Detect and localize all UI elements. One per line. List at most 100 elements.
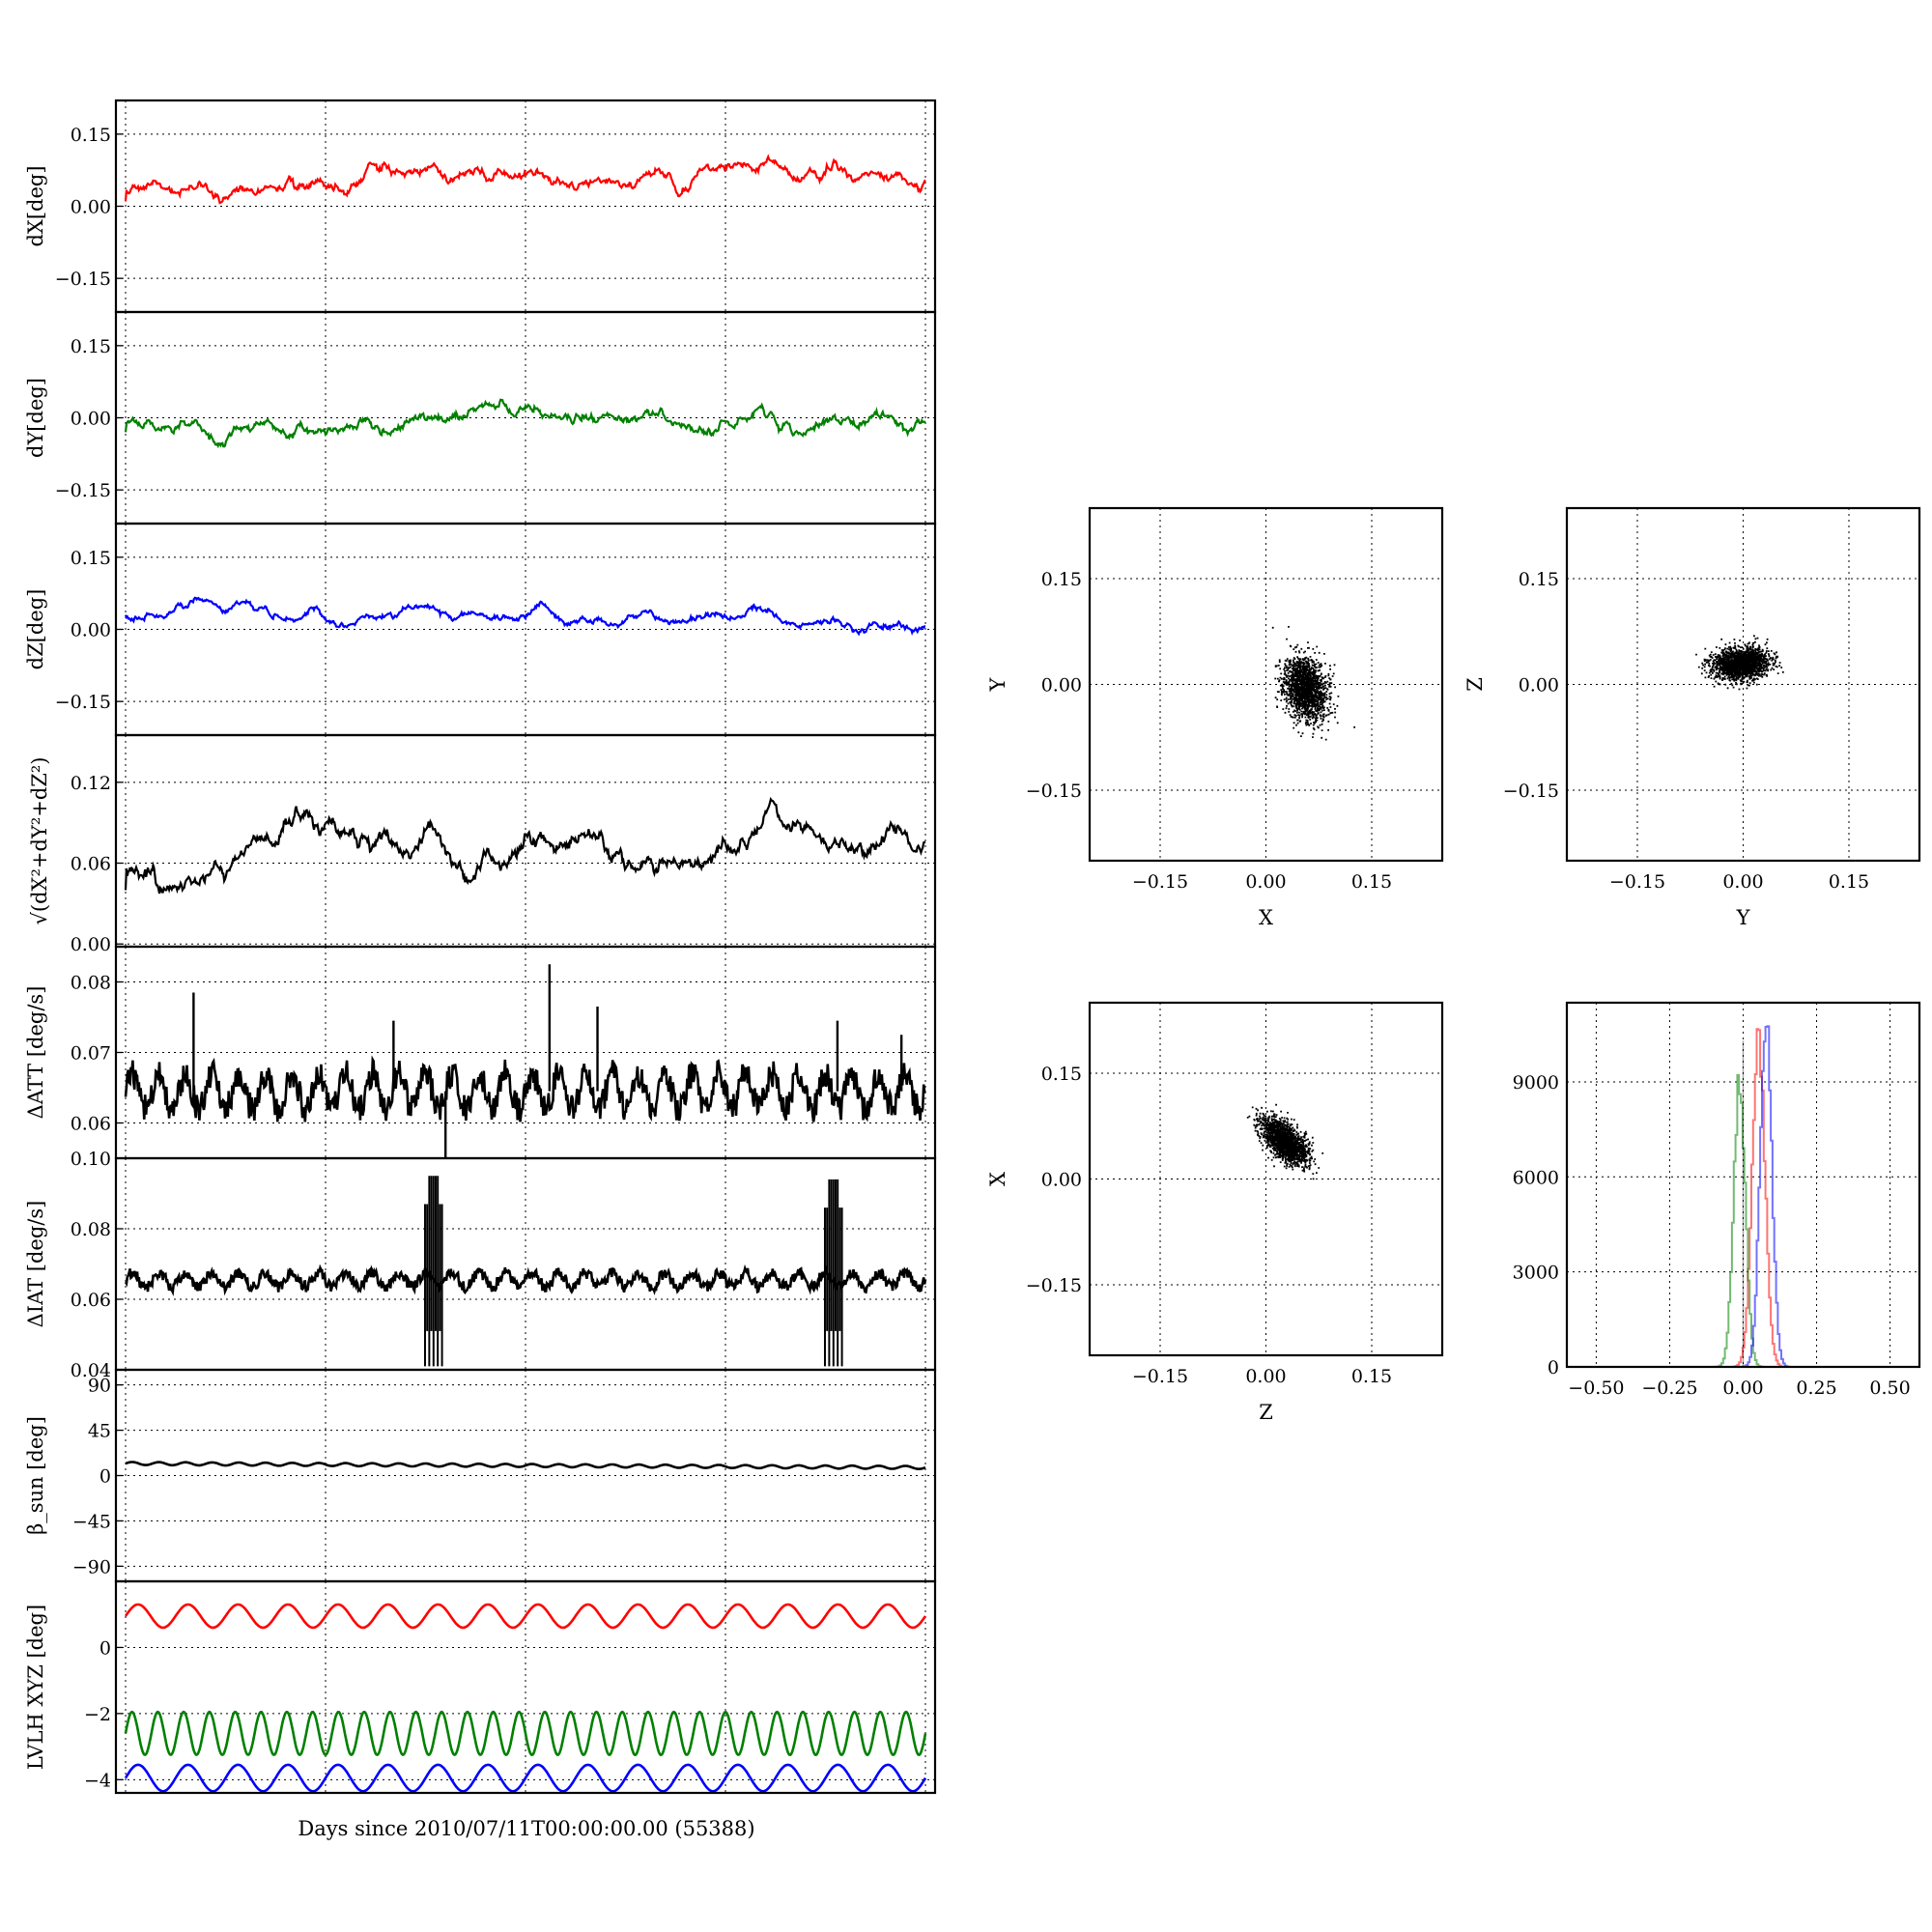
x-tick-label: 0.00 [1245,871,1286,893]
x-tick-label: 0.15 [1829,871,1869,893]
scatter-panel-1: −0.15 0.15 0.00 0.00 0.15 −0.15 X Y [986,506,1444,929]
y-tick-label: −45 [72,1511,111,1532]
y-tick-label: 0.15 [71,125,111,146]
y-axis-label: dX[deg] [24,165,47,246]
scatter-points [1271,626,1355,741]
y-axis-label: dY[deg] [24,378,47,458]
y-tick-label: 0.00 [71,934,111,955]
x-tick-label: 0.15 [1351,1366,1392,1387]
panel-frame [114,1579,937,1795]
y-tick-label: 0.15 [1041,1064,1082,1085]
y-axis-label: β_sun [deg] [24,1416,47,1535]
timeseries-panel-3: 0.15 0.00 −0.15 dZ[deg] [24,522,937,737]
timeseries-panel-4: 0.12 0.06 0.00 √(dX²+dY²+dZ²) [28,733,937,955]
x-axis-label: Y [1736,906,1751,929]
y-tick-label: 0.08 [71,973,111,994]
x-axis-label: X [1259,906,1273,929]
y-tick-label: −0.15 [1026,1275,1082,1296]
timeseries-panel-5: 0.08 0.07 0.06 ΔATT [deg/s] [24,945,937,1160]
x-tick-label: −0.15 [1132,871,1188,893]
y-tick-label: 0.15 [1041,569,1082,590]
panel-frame [1088,506,1444,863]
y-tick-label: 0.15 [71,336,111,357]
series-line [124,154,926,205]
y-tick-label: −0.15 [55,692,111,713]
y-axis-label: LVLH XYZ [deg] [24,1605,47,1770]
timeseries-panel-6: 0.10 0.08 0.06 0.04 ΔIAT [deg/s] [24,1149,937,1381]
panel-frame [1088,1001,1444,1357]
series-line [124,1763,927,1793]
y-tick-label: 0.15 [71,548,111,569]
series-line [124,596,926,637]
plots-layer: 0.15 0.00 −0.15 dX[deg] 0.15 0.00 −0.15 dY[deg]… [24,99,1921,1795]
panel-frame [1565,506,1921,863]
x-axis-label: Z [1259,1401,1273,1424]
y-tick-label: 0.00 [1519,675,1559,696]
x-tick-label: 0.00 [1722,1378,1763,1399]
y-tick-label: −0.15 [55,480,111,501]
timeseries-panel-8: 0 −2 −4 LVLH XYZ [deg] [24,1579,937,1795]
y-tick-label: 0.06 [71,1290,111,1311]
x-tick-label: 0.50 [1869,1378,1910,1399]
x-tick-label: −0.25 [1641,1378,1697,1399]
y-tick-label: 0.00 [71,620,111,641]
y-tick-label: 0.00 [1041,1170,1082,1191]
time-axis-label: Days since 2010/07/11T00:00:00.00 (55388… [298,1817,754,1840]
scatter-panel-2: −0.15 0.15 0.00 0.00 0.15 −0.15 Y Z [1463,506,1921,929]
x-tick-label: 0.00 [1245,1366,1286,1387]
series-line [124,1055,926,1122]
y-axis-label: dZ[deg] [24,589,47,670]
y-tick-label: 0.07 [71,1043,111,1065]
y-tick-label: −0.15 [1026,781,1082,802]
y-axis-label: Y [986,676,1009,692]
y-tick-label: 90 [88,1376,111,1397]
y-axis-label: Z [1463,677,1487,692]
y-tick-label: 0.00 [71,409,111,430]
y-tick-label: 45 [88,1421,111,1442]
y-tick-label: 0.12 [71,773,111,794]
scatter-panel-3: −0.15 0.15 0.00 0.00 0.15 −0.15 Z X [986,1001,1444,1424]
series-line [124,398,926,449]
y-tick-label: 0.00 [71,197,111,218]
series-line [125,1461,926,1470]
y-tick-label: 0 [99,1637,111,1659]
timeseries-panel-7: 90 45 0 −45 −90 β_sun [deg] [24,1368,937,1583]
x-tick-label: −0.50 [1568,1378,1624,1399]
y-tick-label: −2 [84,1704,111,1725]
y-tick-label: 0 [1548,1357,1559,1378]
x-tick-label: −0.15 [1609,871,1665,893]
series-line [124,1603,927,1630]
y-tick-label: 0 [99,1466,111,1488]
y-tick-label: −4 [84,1770,111,1791]
series-line [124,796,926,895]
y-axis-label: √(dX²+dY²+dZ²) [28,757,51,925]
y-tick-label: −0.15 [1503,781,1559,802]
y-tick-label: 0.08 [71,1219,111,1240]
y-tick-label: 0.04 [71,1360,111,1381]
x-tick-label: 0.00 [1722,871,1763,893]
scatter-points [1246,1103,1324,1180]
y-tick-label: −0.15 [55,269,111,290]
y-tick-label: 0.00 [1041,675,1082,696]
x-tick-label: 0.25 [1796,1378,1836,1399]
series-line [124,1264,927,1297]
x-tick-label: −0.15 [1132,1366,1188,1387]
y-axis-label: ΔATT [deg/s] [24,986,47,1120]
y-tick-label: 3000 [1513,1263,1559,1284]
y-tick-label: 9000 [1513,1072,1559,1094]
y-tick-label: 6000 [1513,1167,1559,1188]
y-tick-label: −90 [72,1556,111,1577]
timeseries-panel-2: 0.15 0.00 −0.15 dY[deg] [24,310,937,526]
panel-frame [1565,1001,1921,1369]
x-tick-label: 0.15 [1351,871,1392,893]
scatter-points [1695,635,1784,691]
histogram-panel: −0.50 −0.25 0.00 0.25 0.50 9000 6000 3000 0 [1513,1001,1921,1399]
y-tick-label: 0.10 [71,1149,111,1170]
series-line [124,1710,927,1757]
timeseries-panel-1: 0.15 0.00 −0.15 dX[deg] [24,99,937,314]
y-axis-label: ΔIAT [deg/s] [24,1201,47,1328]
y-tick-label: 0.06 [71,854,111,875]
y-tick-label: 0.06 [71,1114,111,1135]
y-tick-label: 0.15 [1519,569,1559,590]
